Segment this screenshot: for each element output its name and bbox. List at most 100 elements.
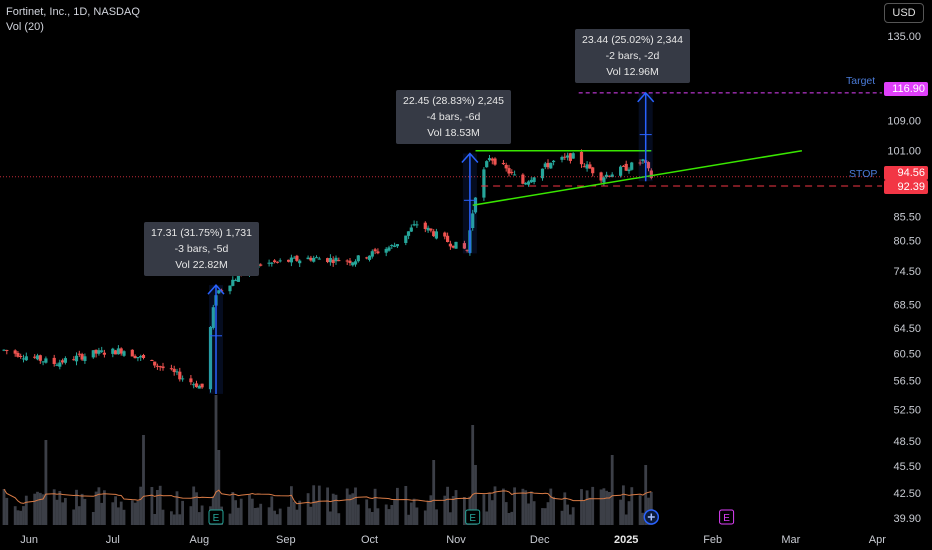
volume-bar	[543, 508, 547, 525]
support-trendline	[472, 149, 803, 206]
candle-body	[175, 371, 179, 373]
volume-bar	[195, 492, 198, 525]
volume-bar	[38, 492, 42, 525]
candle-body	[74, 355, 79, 362]
volume-bar	[133, 502, 137, 525]
volume-bar	[474, 465, 477, 525]
earnings-marker[interactable]: E	[208, 509, 224, 525]
candle-body	[292, 257, 296, 259]
volume-bar	[504, 502, 508, 525]
candle-body	[61, 360, 65, 363]
volume-bar	[368, 508, 371, 525]
volume-bar	[317, 485, 321, 525]
volume-bar	[100, 502, 104, 525]
volume-bar	[376, 508, 380, 525]
candle-body	[161, 366, 165, 369]
candle-body	[267, 262, 271, 264]
volume-bar	[488, 492, 491, 525]
candle-body	[94, 349, 98, 354]
volume-bar	[529, 491, 533, 525]
candle-body	[278, 260, 282, 262]
volume-bar	[569, 514, 572, 525]
volume-bar	[13, 506, 17, 525]
candle-body	[624, 163, 628, 171]
earnings-marker[interactable]: E	[719, 509, 735, 525]
price-tick-label: 56.50	[893, 375, 921, 387]
candle-body	[406, 231, 411, 236]
candle-body	[434, 231, 438, 239]
volume-bar	[250, 498, 254, 525]
timeline-event-icon[interactable]	[643, 509, 660, 525]
candle-body	[306, 257, 310, 260]
volume-bar	[571, 507, 575, 525]
volume-bar	[446, 486, 449, 525]
volume-bar	[83, 498, 87, 525]
volume-bar	[200, 505, 204, 525]
candle-body	[566, 155, 570, 158]
candle-body	[155, 365, 159, 367]
candle-body	[599, 172, 603, 181]
currency-button[interactable]: USD	[884, 3, 924, 23]
volume-bar	[72, 509, 76, 525]
volume-bar	[404, 486, 408, 525]
candle-body	[510, 171, 514, 173]
candle-body	[395, 244, 399, 247]
candle-body	[5, 350, 9, 351]
candle-body	[111, 348, 115, 354]
candle-body	[169, 368, 173, 370]
volume-bar	[521, 488, 525, 525]
candle-body	[77, 353, 81, 355]
chart-title: Fortinet, Inc., 1D, NASDAQ	[6, 6, 140, 18]
volume-bar	[608, 492, 611, 525]
candle-body	[393, 245, 397, 247]
candle-body	[579, 151, 584, 165]
drawings	[0, 91, 882, 394]
earnings-marker[interactable]: E	[465, 509, 481, 525]
volume-bar	[150, 487, 154, 525]
stop-price-tag: 92.39	[884, 180, 928, 194]
candle-body	[102, 352, 106, 355]
candle-body	[114, 350, 118, 355]
volume-bar	[5, 497, 9, 525]
time-tick-label: Jun	[20, 534, 38, 546]
candle-body	[552, 160, 556, 163]
price-tick-label: 60.50	[893, 348, 921, 360]
price-tick-label: 80.50	[893, 235, 921, 247]
volume-bar	[334, 494, 338, 525]
volume-indicator-label[interactable]: Vol (20)	[6, 21, 44, 33]
volume-bar	[532, 501, 536, 525]
candle-body	[387, 247, 391, 251]
volume-bar	[365, 499, 369, 525]
volume-bar	[55, 499, 59, 525]
volume-bar	[94, 491, 98, 525]
volume-bar	[214, 395, 218, 525]
volume-bar	[493, 486, 497, 525]
volume-bar	[292, 501, 296, 525]
candle-body	[200, 383, 204, 388]
measurement-bars: -2 bars, -2d	[605, 50, 660, 62]
candle-body	[356, 255, 360, 262]
candle-body	[390, 245, 394, 247]
candle-body	[289, 257, 293, 263]
measurement-label: 22.45 (28.83%) 2,245 -4 bars, -6d Vol 18…	[396, 90, 511, 144]
candle-body	[351, 262, 355, 266]
candle-body	[158, 366, 162, 368]
candle-body	[2, 349, 6, 351]
volume-bar	[91, 512, 95, 525]
earnings-marker-letter: E	[469, 513, 476, 524]
volume-bar	[181, 500, 184, 525]
volume-bar	[337, 513, 341, 525]
candle-body	[21, 358, 26, 360]
volume-bar	[566, 504, 569, 525]
volume-bar	[354, 487, 357, 525]
candle-body	[24, 356, 28, 361]
candle-body	[172, 368, 176, 372]
candle-body	[116, 348, 120, 355]
candle-body	[630, 162, 634, 170]
volume-bar	[549, 488, 553, 525]
candle-body	[621, 165, 625, 167]
candle-body	[331, 259, 335, 263]
volume-bar	[77, 506, 81, 525]
volume-bar	[524, 490, 528, 525]
